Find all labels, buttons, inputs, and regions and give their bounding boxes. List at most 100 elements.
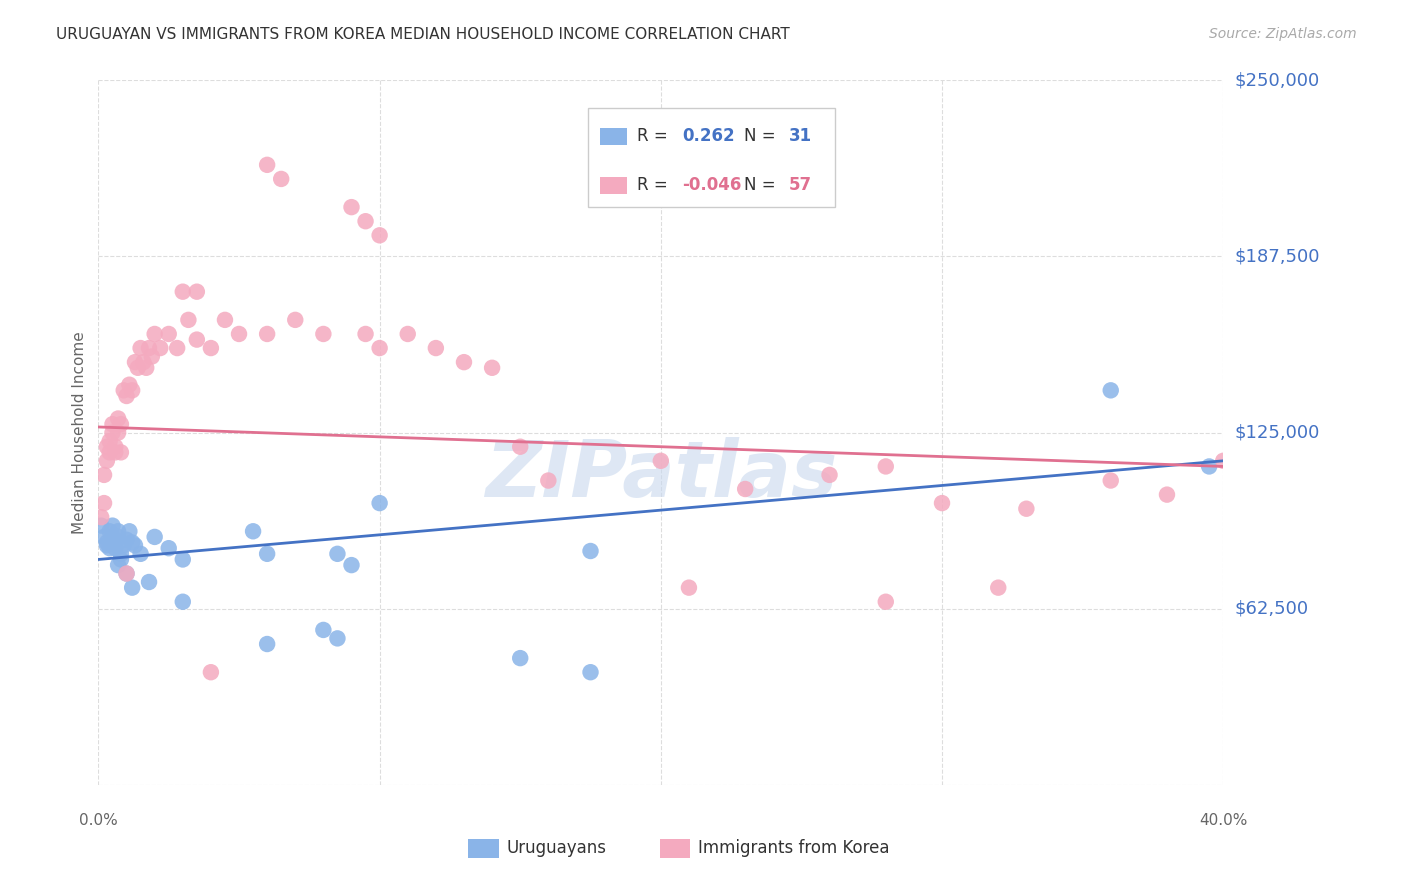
Point <box>579 544 602 558</box>
Point <box>256 158 278 172</box>
Text: $187,500: $187,500 <box>1234 247 1320 266</box>
Point <box>453 355 475 369</box>
Point <box>138 341 160 355</box>
Text: $125,000: $125,000 <box>1234 424 1320 442</box>
Text: N =: N = <box>744 127 780 145</box>
Point <box>115 389 138 403</box>
Point <box>1099 384 1122 398</box>
Point <box>121 581 143 595</box>
Text: $250,000: $250,000 <box>1234 71 1320 89</box>
Point <box>326 547 349 561</box>
Point <box>177 313 200 327</box>
Point <box>104 535 127 549</box>
Point <box>368 228 391 243</box>
Point <box>112 538 135 552</box>
Point <box>1198 459 1220 474</box>
Point <box>987 581 1010 595</box>
FancyBboxPatch shape <box>659 838 690 857</box>
Point <box>101 425 124 440</box>
Point <box>104 445 127 459</box>
Point <box>368 341 391 355</box>
Point <box>127 360 149 375</box>
Point <box>96 538 118 552</box>
Point <box>96 454 118 468</box>
Point <box>875 459 897 474</box>
Point <box>228 326 250 341</box>
Point <box>214 313 236 327</box>
Point <box>107 530 129 544</box>
Point <box>135 360 157 375</box>
Point <box>129 547 152 561</box>
Point <box>93 496 115 510</box>
Point <box>138 574 160 589</box>
Point <box>112 384 135 398</box>
Text: -0.046: -0.046 <box>682 177 741 194</box>
Point <box>104 541 127 556</box>
Point <box>1226 474 1249 488</box>
Point <box>200 341 222 355</box>
Point <box>107 411 129 425</box>
Point <box>200 665 222 680</box>
Point <box>326 632 349 646</box>
Point <box>98 445 121 459</box>
Point <box>678 581 700 595</box>
Text: ZIPatlas: ZIPatlas <box>485 437 837 513</box>
Point <box>101 518 124 533</box>
FancyBboxPatch shape <box>600 177 627 194</box>
Point <box>110 552 132 566</box>
Point <box>93 530 115 544</box>
Point <box>734 482 756 496</box>
Point <box>143 326 166 341</box>
Point <box>256 637 278 651</box>
Point <box>368 496 391 510</box>
Point <box>132 355 155 369</box>
Point <box>875 595 897 609</box>
Point <box>129 341 152 355</box>
Text: N =: N = <box>744 177 780 194</box>
Point <box>98 541 121 556</box>
Point <box>172 552 194 566</box>
Text: 40.0%: 40.0% <box>1199 813 1247 828</box>
Point <box>98 524 121 539</box>
Text: 0.262: 0.262 <box>682 127 735 145</box>
Point <box>118 377 141 392</box>
Point <box>354 214 377 228</box>
Point <box>121 384 143 398</box>
FancyBboxPatch shape <box>600 128 627 145</box>
Point <box>509 651 531 665</box>
FancyBboxPatch shape <box>468 838 499 857</box>
Point <box>396 326 419 341</box>
Point <box>425 341 447 355</box>
Point <box>124 538 146 552</box>
Text: Source: ZipAtlas.com: Source: ZipAtlas.com <box>1209 27 1357 41</box>
Point <box>101 530 124 544</box>
Point <box>118 524 141 539</box>
Point <box>1212 454 1234 468</box>
Point <box>141 350 163 364</box>
Point <box>98 434 121 448</box>
FancyBboxPatch shape <box>588 109 835 207</box>
Text: R =: R = <box>637 177 673 194</box>
Point <box>166 341 188 355</box>
Point <box>96 440 118 454</box>
Point <box>172 595 194 609</box>
Point <box>818 467 841 482</box>
Point <box>115 566 138 581</box>
Point <box>1015 501 1038 516</box>
Point <box>354 326 377 341</box>
Text: R =: R = <box>637 127 673 145</box>
Point <box>107 558 129 573</box>
Point <box>110 547 132 561</box>
Point <box>312 326 335 341</box>
Text: 31: 31 <box>789 127 813 145</box>
Text: 57: 57 <box>789 177 813 194</box>
Y-axis label: Median Household Income: Median Household Income <box>72 331 87 534</box>
Point <box>537 474 560 488</box>
Point <box>256 326 278 341</box>
Point <box>115 566 138 581</box>
Point <box>256 547 278 561</box>
Point <box>509 440 531 454</box>
Text: $62,500: $62,500 <box>1234 599 1309 618</box>
Point <box>270 172 292 186</box>
Point <box>90 518 112 533</box>
